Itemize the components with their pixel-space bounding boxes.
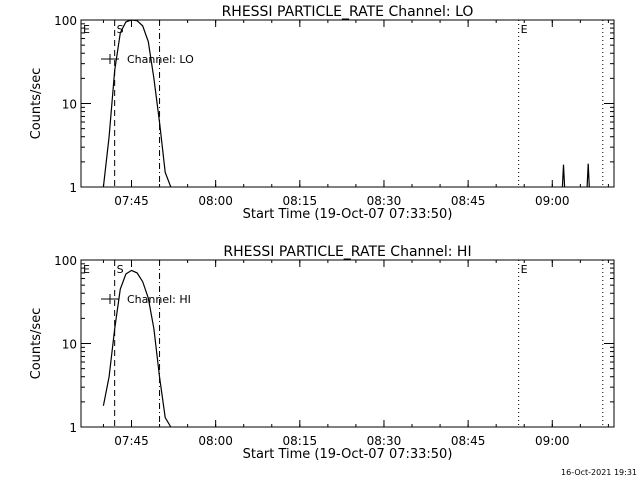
- x-tick-label: 08:30: [367, 434, 402, 448]
- y-tick-label: 1: [69, 421, 77, 435]
- y-tick-label: 100: [54, 254, 77, 268]
- x-axis-label: Start Time (19-Oct-07 07:33:50): [243, 447, 453, 462]
- data-series-line: [102, 269, 172, 428]
- time-marker-label: E: [83, 23, 90, 36]
- y-tick-label: 10: [62, 338, 77, 352]
- x-tick-label: 09:00: [535, 434, 570, 448]
- y-tick-label: 100: [54, 14, 77, 28]
- panel-lo: RHESSI PARTICLE_RATE Channel: LO 07:45 08:…: [29, 4, 615, 222]
- footer-timestamp: 16-Oct-2021 19:31: [561, 468, 637, 477]
- data-series-line: [561, 164, 566, 188]
- x-tick-label: 08:00: [198, 194, 233, 208]
- time-marker-label: E: [521, 23, 528, 36]
- time-marker-label: E: [521, 263, 528, 276]
- x-tick-label: 09:00: [535, 194, 570, 208]
- x-tick-label: 08:30: [367, 194, 402, 208]
- time-marker-label: S: [117, 263, 124, 276]
- y-axis-label: Counts/sec: [29, 68, 44, 140]
- data-series-line: [586, 163, 590, 188]
- x-tick-label: 08:15: [283, 434, 318, 448]
- data-series-line: [102, 19, 172, 188]
- chart-title: RHESSI PARTICLE_RATE Channel: LO: [222, 4, 474, 20]
- legend-label: Channel: LO: [127, 53, 194, 66]
- time-marker-label: S: [117, 23, 124, 36]
- time-marker-label: E: [83, 263, 90, 276]
- x-tick-label: 08:45: [451, 434, 486, 448]
- y-tick-label: 10: [62, 98, 77, 112]
- x-tick-label: 08:15: [283, 194, 318, 208]
- x-tick-label: 07:45: [114, 194, 149, 208]
- legend-label: Channel: HI: [127, 293, 191, 306]
- y-axis-label: Counts/sec: [29, 308, 44, 380]
- x-axis-label: Start Time (19-Oct-07 07:33:50): [243, 207, 453, 222]
- panel-hi: RHESSI PARTICLE_RATE Channel: HI 07:45 08:…: [29, 244, 615, 462]
- x-tick-label: 08:45: [451, 194, 486, 208]
- y-tick-label: 1: [69, 181, 77, 195]
- chart-title: RHESSI PARTICLE_RATE Channel: HI: [223, 244, 471, 260]
- x-tick-label: 08:00: [198, 434, 233, 448]
- x-tick-label: 07:45: [114, 434, 149, 448]
